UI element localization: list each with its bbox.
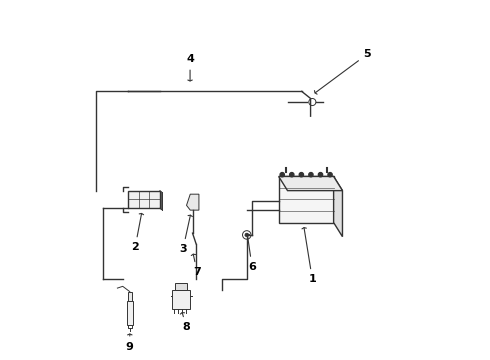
- Circle shape: [328, 172, 332, 177]
- Text: 6: 6: [245, 234, 256, 272]
- Text: 8: 8: [180, 312, 191, 332]
- Bar: [172, 290, 190, 309]
- Polygon shape: [279, 176, 334, 222]
- Circle shape: [309, 172, 313, 177]
- Circle shape: [245, 233, 248, 237]
- Circle shape: [280, 172, 284, 177]
- Text: 5: 5: [315, 49, 371, 94]
- Bar: [128, 191, 160, 208]
- Text: 1: 1: [302, 228, 316, 284]
- Bar: [126, 301, 133, 325]
- Polygon shape: [187, 194, 199, 210]
- Bar: [175, 283, 187, 290]
- Bar: [127, 292, 132, 301]
- Circle shape: [318, 172, 322, 177]
- Text: 3: 3: [179, 215, 193, 254]
- Circle shape: [290, 172, 294, 177]
- Text: 4: 4: [186, 54, 194, 81]
- Text: 7: 7: [191, 254, 201, 277]
- Polygon shape: [279, 176, 343, 191]
- Polygon shape: [334, 176, 343, 237]
- Circle shape: [299, 172, 303, 177]
- Text: 2: 2: [131, 213, 144, 252]
- Text: 9: 9: [126, 334, 134, 352]
